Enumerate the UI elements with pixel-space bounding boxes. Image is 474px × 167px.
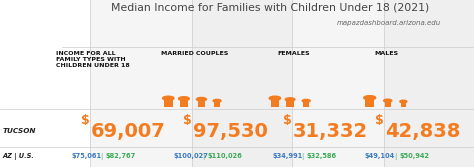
Text: $32,586: $32,586 [307, 153, 337, 159]
FancyBboxPatch shape [192, 0, 292, 167]
FancyBboxPatch shape [271, 98, 279, 107]
FancyBboxPatch shape [164, 98, 173, 107]
Text: $110,026: $110,026 [207, 153, 242, 159]
Text: INCOME FOR ALL
FAMILY TYPES WITH
CHILDREN UNDER 18: INCOME FOR ALL FAMILY TYPES WITH CHILDRE… [55, 51, 129, 67]
Circle shape [383, 99, 392, 102]
FancyBboxPatch shape [90, 0, 192, 167]
Text: MALES: MALES [374, 51, 398, 56]
FancyBboxPatch shape [365, 97, 374, 107]
Text: 42,838: 42,838 [385, 122, 460, 141]
Text: $49,104: $49,104 [365, 153, 395, 159]
Text: $: $ [183, 114, 192, 127]
Text: $: $ [375, 114, 384, 127]
Text: $50,942: $50,942 [399, 153, 429, 159]
FancyBboxPatch shape [286, 99, 294, 107]
Circle shape [400, 100, 407, 103]
Text: FEMALES: FEMALES [278, 51, 310, 56]
Circle shape [285, 98, 295, 101]
Text: |: | [202, 153, 204, 160]
Text: |: | [100, 153, 102, 160]
FancyBboxPatch shape [198, 99, 205, 107]
Circle shape [302, 99, 310, 102]
Text: $34,991: $34,991 [273, 153, 303, 159]
Text: AZ | U.S.: AZ | U.S. [2, 153, 34, 160]
Circle shape [196, 98, 207, 101]
FancyBboxPatch shape [292, 0, 384, 167]
FancyBboxPatch shape [303, 101, 309, 107]
Text: |: | [301, 153, 303, 160]
Circle shape [179, 97, 189, 101]
FancyBboxPatch shape [384, 0, 474, 167]
FancyBboxPatch shape [385, 100, 391, 107]
FancyBboxPatch shape [401, 101, 406, 107]
Text: $: $ [82, 114, 90, 127]
FancyBboxPatch shape [214, 101, 220, 107]
Circle shape [269, 96, 281, 100]
Text: 31,332: 31,332 [292, 122, 367, 141]
Text: $75,061: $75,061 [71, 153, 101, 159]
Text: TUCSON: TUCSON [2, 128, 36, 134]
Text: $100,027: $100,027 [173, 153, 208, 159]
Text: Median Income for Families with Children Under 18 (2021): Median Income for Families with Children… [111, 3, 429, 13]
Text: 69,007: 69,007 [91, 122, 166, 141]
FancyBboxPatch shape [180, 98, 188, 107]
FancyBboxPatch shape [62, 0, 90, 167]
Text: |: | [394, 153, 396, 160]
Text: MARRIED COUPLES: MARRIED COUPLES [161, 51, 228, 56]
Text: mapazdashboard.arizona.edu: mapazdashboard.arizona.edu [337, 20, 441, 26]
Circle shape [163, 96, 174, 100]
Circle shape [213, 99, 221, 102]
Circle shape [364, 96, 376, 100]
Text: $: $ [283, 114, 292, 127]
Text: $82,767: $82,767 [105, 153, 136, 159]
Text: 97,530: 97,530 [193, 122, 268, 141]
